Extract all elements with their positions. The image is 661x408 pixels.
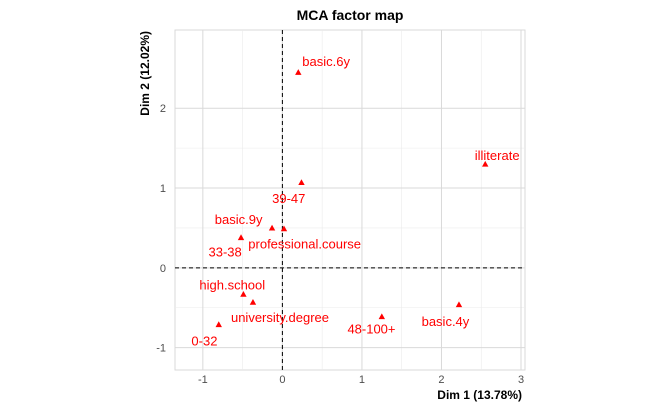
data-points	[215, 69, 489, 328]
data-point-label: basic.6y	[302, 54, 350, 69]
data-point-marker	[378, 313, 386, 320]
y-axis-title: Dim 2 (12.02%)	[138, 31, 152, 116]
x-tick-label: 3	[518, 374, 524, 386]
data-point-label: illiterate	[475, 148, 520, 163]
data-point-marker	[280, 225, 288, 232]
chart-title: MCA factor map	[297, 7, 404, 23]
data-point-label: high.school	[199, 277, 265, 292]
data-point-marker	[249, 298, 257, 305]
x-tick-label: 0	[279, 374, 285, 386]
y-tick-label: 2	[160, 103, 166, 115]
data-point-marker	[295, 69, 302, 75]
data-point-label: university.degree	[231, 310, 329, 325]
data-point-marker	[240, 290, 247, 297]
reference-lines	[175, 30, 525, 370]
y-tick-label: 1	[160, 183, 166, 195]
data-point-label: 48-100+	[347, 321, 395, 336]
tick-labels: -1 0 1 2 3 -1 0 1 2	[156, 103, 524, 386]
y-tick-label: -1	[156, 343, 166, 355]
data-point-label: basic.4y	[422, 314, 470, 329]
data-point-marker	[298, 179, 305, 186]
data-point-marker	[455, 301, 463, 308]
data-point-label: 33-38	[208, 245, 241, 260]
x-tick-label: -1	[198, 374, 208, 386]
x-axis-title: Dim 1 (13.78%)	[437, 388, 522, 402]
data-point-marker	[215, 321, 222, 328]
x-tick-label: 2	[438, 374, 444, 386]
data-point-label: 39-47	[272, 191, 305, 206]
data-point-marker	[482, 160, 489, 167]
data-point-marker	[268, 224, 276, 231]
data-point-label: professional.course	[248, 237, 361, 252]
data-point-label: basic.9y	[215, 212, 263, 227]
y-tick-label: 0	[160, 263, 166, 275]
x-tick-label: 1	[359, 374, 365, 386]
point-labels: basic.6y illiterate 39-47 basic.9y professio…	[191, 54, 519, 348]
data-point-marker	[237, 234, 245, 241]
data-point-label: 0-32	[191, 333, 217, 348]
plot-panel	[174, 29, 526, 371]
